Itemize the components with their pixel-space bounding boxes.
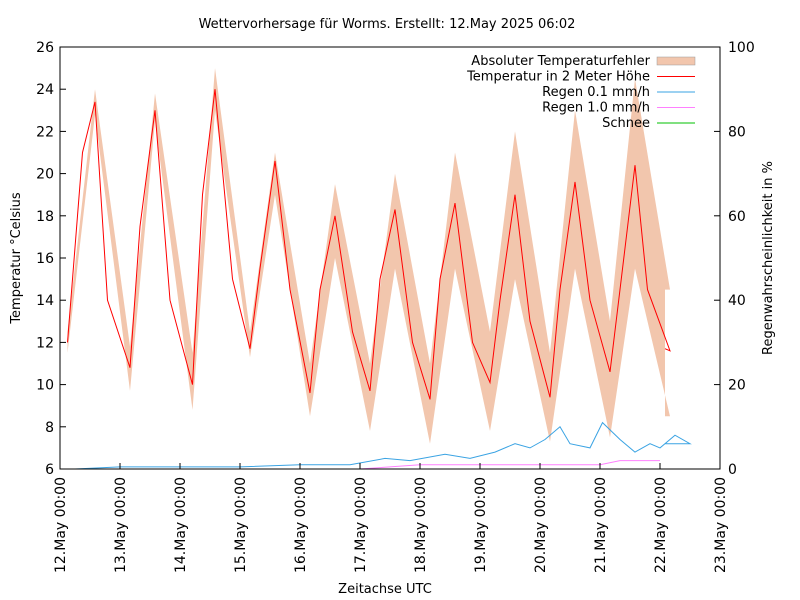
y2-tick-label: 40 bbox=[728, 293, 746, 309]
y-tick-label: 20 bbox=[36, 167, 54, 183]
y-tick-label: 12 bbox=[36, 335, 54, 351]
x-tick-label: 12.May 00:00 bbox=[53, 477, 69, 573]
y-tick-label: 8 bbox=[45, 420, 54, 436]
x-tick-label: 23.May 00:00 bbox=[713, 477, 729, 573]
x-tick-label: 16.May 00:00 bbox=[293, 477, 309, 573]
x-axis-label: Zeitachse UTC bbox=[338, 582, 432, 597]
x-tick-label: 20.May 00:00 bbox=[533, 477, 549, 573]
legend-swatch-box bbox=[656, 56, 696, 66]
chart-title: Wettervorhersage für Worms. Erstellt: 12… bbox=[199, 17, 576, 32]
legend-label: Schnee bbox=[602, 116, 650, 131]
y2-axis-label: Regenwahrscheinlichkeit in % bbox=[761, 161, 776, 355]
y2-tick-label: 60 bbox=[728, 209, 746, 225]
legend-label: Regen 0.1 mm/h bbox=[542, 85, 650, 100]
x-tick-label: 14.May 00:00 bbox=[173, 477, 189, 573]
legend-label: Absoluter Temperaturfehler bbox=[471, 54, 650, 69]
axis-ticks: 6 8 10 12 14 16 18 20 22 24 26 0 20 40 60 80 100 12.May 0… bbox=[36, 40, 755, 573]
y-tick-label: 16 bbox=[36, 251, 54, 267]
y-tick-label: 14 bbox=[36, 293, 54, 309]
x-tick-label: 15.May 00:00 bbox=[233, 477, 249, 573]
y2-tick-label: 100 bbox=[728, 40, 755, 56]
y-tick-label: 26 bbox=[36, 40, 54, 56]
x-tick-label: 17.May 00:00 bbox=[353, 477, 369, 573]
legend-label: Regen 1.0 mm/h bbox=[542, 101, 650, 116]
y2-tick-label: 80 bbox=[728, 124, 746, 140]
legend-label: Temperatur in 2 Meter Höhe bbox=[466, 70, 650, 85]
y-tick-label: 24 bbox=[36, 82, 54, 98]
y-axis-label: Temperatur °Celsius bbox=[9, 192, 24, 325]
x-tick-label: 21.May 00:00 bbox=[593, 477, 609, 573]
x-tick-label: 19.May 00:00 bbox=[473, 477, 489, 573]
temperature-line bbox=[67, 89, 671, 400]
y-tick-label: 22 bbox=[36, 124, 54, 140]
y2-tick-label: 20 bbox=[728, 378, 746, 394]
plot-area bbox=[60, 68, 692, 470]
x-tick-label: 22.May 00:00 bbox=[653, 477, 669, 573]
rain-1.0-line bbox=[359, 460, 660, 470]
y-tick-label: 10 bbox=[36, 378, 54, 394]
y-tick-label: 18 bbox=[36, 209, 54, 225]
rain-0.1-line bbox=[74, 421, 692, 470]
x-tick-label: 13.May 00:00 bbox=[113, 477, 129, 573]
y2-tick-label: 0 bbox=[728, 462, 737, 478]
x-tick-label: 18.May 00:00 bbox=[413, 477, 429, 573]
temperature-error-band bbox=[67, 68, 670, 444]
y-tick-label: 6 bbox=[45, 462, 54, 478]
